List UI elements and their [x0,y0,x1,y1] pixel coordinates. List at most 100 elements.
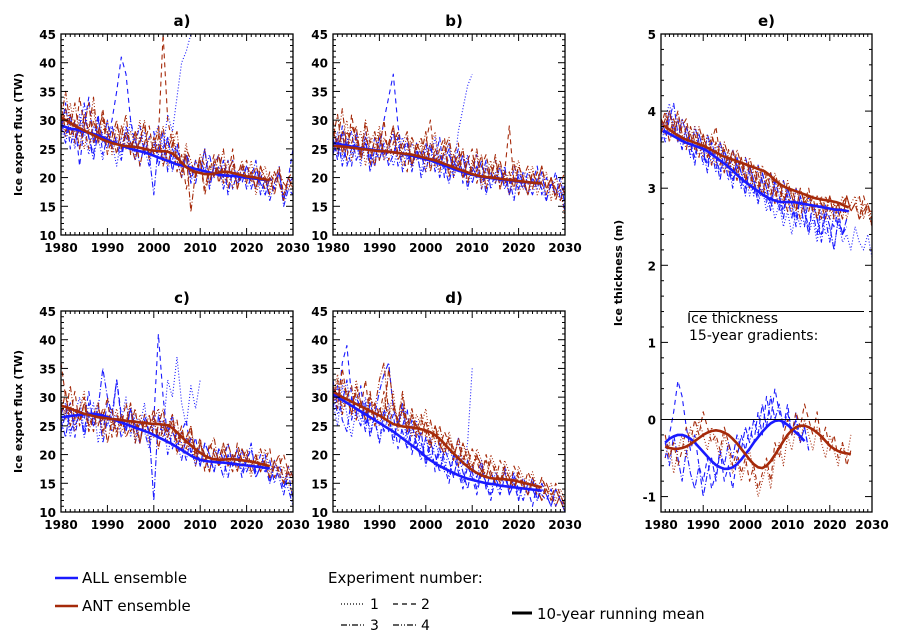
x-tick-label: 1980 [44,241,77,255]
panel-e: e) Ice thickness (m) Ice thickness15-year … [612,12,889,532]
ant-mean-line [61,116,271,182]
y-tick-label: 45 [311,305,328,319]
y-tick-label: 1 [648,336,656,350]
y-tick-label: 30 [311,114,328,128]
legend-exp3-label: 3 [370,618,379,634]
x-tick-label: 2010 [455,518,488,532]
x-tick-label: 2000 [137,241,170,255]
y-tick-label: 2 [648,259,656,273]
x-tick-label: 1980 [644,518,677,532]
legend: ALL ensemble ANT ensemble Experiment num… [55,569,705,634]
y-tick-label: 40 [311,57,328,71]
x-tick-label: 2000 [137,518,170,532]
legend-all-label: ALL ensemble [82,569,187,587]
x-tick-label: 2000 [729,518,762,532]
ant-mean-line [61,404,271,468]
ant-exp2-line [333,367,565,507]
panel-title: e) [758,12,775,30]
x-tick-label: 2010 [183,518,216,532]
y-axis-label: Ice export flux (TW) [12,73,25,196]
ant-gradient-exp-line [664,418,852,498]
all-exp3-line [333,131,565,207]
ant-exp3-line [333,367,565,512]
ant-exp4-line [661,110,872,227]
y-tick-label: 15 [311,200,328,214]
y-tick-label: 40 [39,334,56,348]
ant-exp2-line [61,362,293,484]
all-exp1-line [61,356,201,444]
y-tick-label: 20 [311,172,328,186]
y-tick-label: 25 [39,420,56,434]
all-exp4-line [333,131,565,213]
all-mean-line [61,412,270,470]
ant-exp4-line [61,385,293,484]
y-tick-label: 35 [311,362,328,376]
y-tick-label: 15 [39,200,56,214]
all-exp3-line [61,367,293,502]
all-mean-line [333,393,542,493]
y-tick-label: 45 [311,28,328,42]
panel-title: c) [174,289,190,307]
x-tick-label: 1990 [363,518,396,532]
y-tick-label: 10 [311,506,328,520]
y-tick-label: 0 [648,413,656,427]
panel-title: b) [445,12,463,30]
y-tick-label: 45 [39,28,56,42]
ant-exp1-line [61,390,293,496]
x-tick-label: 1990 [91,518,124,532]
all-gradient-exp-line [664,380,810,490]
panel-a: a)Ice export flux (TW)1980 1990 2000 2010 20… [12,12,310,255]
panel-title: d) [445,289,463,307]
all-mean-line [61,124,270,182]
ant-gradient-exp-line [664,403,852,490]
legend-exp4-label: 4 [421,618,430,634]
ant-exp4-line [61,90,293,202]
x-tick-label: 2030 [855,518,888,532]
y-tick-label: 20 [311,449,328,463]
x-tick-label: 2030 [548,518,581,532]
y-tick-label: 30 [311,391,328,405]
x-tick-label: 1980 [44,518,77,532]
y-tick-label: 20 [39,172,56,186]
x-tick-label: 1980 [316,241,349,255]
y-tick-label: 20 [39,449,56,463]
legend-exp1-label: 1 [370,597,379,613]
ant-exp2-line [61,34,293,196]
all-exp2-line [333,73,565,202]
x-tick-label: 2030 [276,241,309,255]
plot-frame [60,310,294,513]
all-exp1-line [333,368,473,473]
x-tick-label: 2030 [276,518,309,532]
y-tick-label: 10 [39,506,56,520]
all-exp1-line [333,73,473,173]
all-exp2-line [61,333,293,490]
ant-exp4-line [333,108,565,202]
x-tick-label: 1990 [363,241,396,255]
series-group [333,73,565,218]
all-exp1-line [61,34,192,167]
series-group [61,333,293,507]
ant-mean-line [333,390,543,489]
y-tick-label: 30 [39,391,56,405]
all-gradient-mean-line [664,419,806,471]
plot-frame [332,33,566,236]
x-tick-label: 2010 [183,241,216,255]
y-axis-label: Ice thickness (m) [612,220,625,326]
all-mean-line [662,129,850,213]
y-tick-label: 15 [39,477,56,491]
legend-experiment-title: Experiment number: [328,569,483,587]
y-tick-label: 30 [39,114,56,128]
x-tick-label: 2020 [230,241,263,255]
y-tick-label: 25 [39,143,56,157]
ant-exp1-line [333,373,565,502]
y-tick-label: 35 [39,362,56,376]
legend-ant-label: ANT ensemble [82,597,191,615]
all-exp2-line [333,344,565,507]
y-tick-label: 35 [39,85,56,99]
x-tick-label: 2020 [230,518,263,532]
legend-running-mean-label: 10-year running mean [537,605,705,623]
y-tick-label: 25 [311,420,328,434]
series-group [333,344,565,512]
ant-gradient-mean-line [664,424,852,470]
